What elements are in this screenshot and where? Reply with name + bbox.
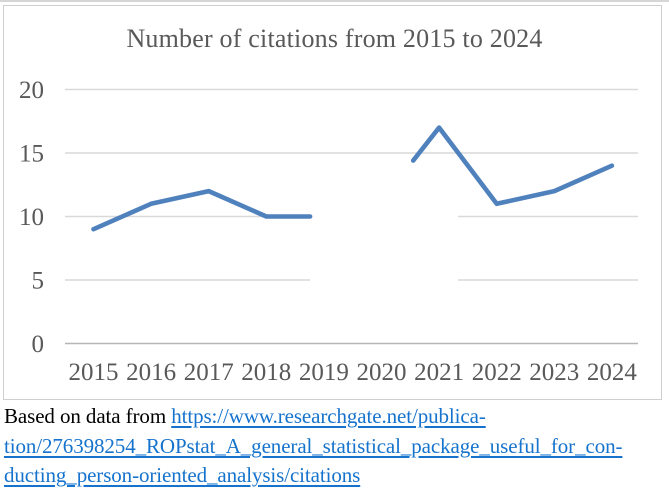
y-tick-label: 15	[19, 141, 44, 168]
line-plot: 0 5 10 15 20 2015 2016 2017 2018 2019 2020 2021 2022…	[19, 77, 638, 386]
caption-prefix: Based on data from	[4, 404, 172, 428]
chart-title: Number of citations from 2015 to 2024	[126, 24, 543, 53]
citations-line-series	[410, 125, 615, 207]
source-link-line-2[interactable]: tion/276398254_ROPstat_A_general_statist…	[4, 433, 623, 458]
y-tick-label: 5	[32, 268, 45, 295]
caption-line-1: Based on data from https://www.researchg…	[4, 402, 669, 432]
y-tick-label: 10	[19, 204, 44, 231]
source-link-line-3[interactable]: ducting_person-oriented_analysis/citatio…	[4, 463, 361, 487]
x-tick-label: 2015	[69, 359, 119, 386]
source-link-line-1[interactable]: https://www.researchgate.net/publica-	[171, 404, 486, 428]
screenshot-top-edge	[0, 0, 669, 2]
caption-line-3: ducting_person-oriented_analysis/citatio…	[4, 461, 669, 491]
citations-line-series	[91, 188, 313, 232]
x-tick-label: 2021	[414, 359, 464, 386]
x-tick-label: 2024	[587, 359, 638, 386]
chart-area	[3, 5, 662, 400]
caption-line-2: tion/276398254_ROPstat_A_general_statist…	[4, 432, 669, 462]
y-tick-label: 20	[19, 77, 44, 104]
x-tick-label: 2022	[472, 359, 522, 386]
x-tick-label: 2016	[126, 359, 176, 386]
x-tick-label: 2020	[357, 359, 407, 386]
source-caption: Based on data from https://www.researchg…	[4, 402, 669, 491]
y-tick-label: 0	[32, 331, 45, 358]
x-tick-label: 2019	[299, 359, 349, 386]
x-tick-label: 2023	[529, 359, 579, 386]
x-tick-label: 2017	[184, 359, 234, 386]
x-tick-label: 2018	[241, 359, 291, 386]
